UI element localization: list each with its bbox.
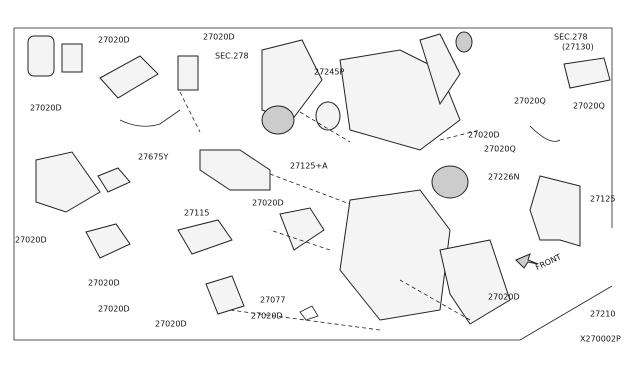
part-label: 27115 [184, 209, 209, 218]
part-label: 27020D [98, 36, 130, 45]
part-label: 27020D [98, 305, 130, 314]
part-label: 27675Y [138, 153, 168, 162]
frame [13, 27, 613, 341]
front-label: FRONT [534, 252, 563, 272]
part-label: 27020D [488, 293, 520, 302]
part-label: 27245P [314, 68, 344, 77]
part-label: 27020Q [484, 145, 516, 154]
labels: 27020D 27020D SEC.278 27245P SEC.278 (27… [15, 33, 621, 344]
section-label: SEC.278 [215, 52, 249, 61]
part-label: 27020D [251, 312, 283, 321]
part-label: 27210 [590, 310, 615, 319]
part-label: 27077 [260, 296, 285, 305]
part-label: 27020D [88, 279, 120, 288]
section-label: (27130) [562, 43, 594, 52]
diagram-id: X270002P [580, 335, 621, 344]
section-label: SEC.278 [554, 33, 588, 42]
part-label: 27020D [30, 104, 62, 113]
part-label: 27020D [15, 236, 47, 245]
part-label: 27226N [488, 173, 519, 182]
parts [27, 31, 611, 331]
part-label: 27020D [155, 320, 187, 329]
part-label: 27125+A [290, 162, 328, 171]
part-label: 27020D [252, 199, 284, 208]
part-label: 27020D [468, 131, 500, 140]
part-label: 27020Q [573, 102, 605, 111]
part-label: 27020D [203, 33, 235, 42]
part-label: 27125 [590, 195, 615, 204]
part-label: 27020Q [514, 97, 546, 106]
